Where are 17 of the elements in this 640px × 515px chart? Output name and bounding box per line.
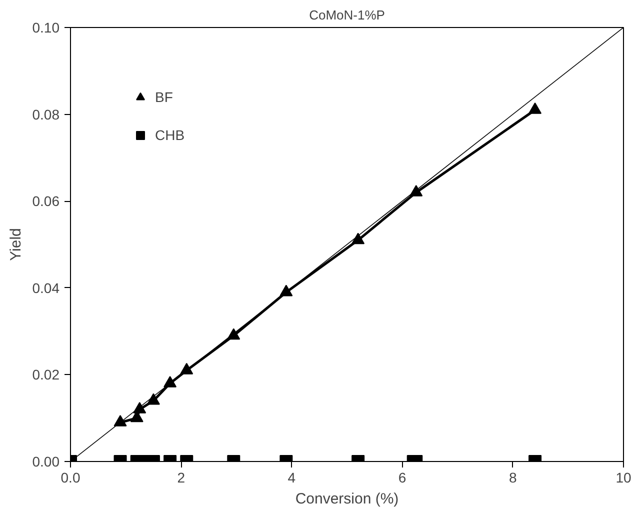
y-tick-label: 0.06 — [32, 193, 60, 210]
x-tick-label: 10 — [616, 470, 632, 486]
y-tick-label: 0.00 — [32, 454, 60, 470]
x-tick-label: 0.0 — [60, 470, 80, 486]
y-tick-label: 0.10 — [32, 20, 60, 36]
y-axis-title: Yield — [7, 228, 24, 261]
x-axis-title: Conversion (%) — [295, 490, 399, 508]
y-tick-label: 0.02 — [32, 366, 60, 383]
legend-label: CHB — [155, 127, 185, 143]
x-tick-label: 2 — [177, 470, 186, 486]
y-tick-label: 0.08 — [32, 106, 60, 122]
y-tick-label: 0.04 — [32, 280, 60, 296]
legend-label: BF — [155, 89, 174, 105]
x-tick-label: 6 — [398, 470, 406, 486]
chart-title: CoMoN-1%P — [309, 8, 385, 22]
x-tick-label: 8 — [509, 470, 518, 486]
x-tick-label: 4 — [288, 470, 296, 486]
